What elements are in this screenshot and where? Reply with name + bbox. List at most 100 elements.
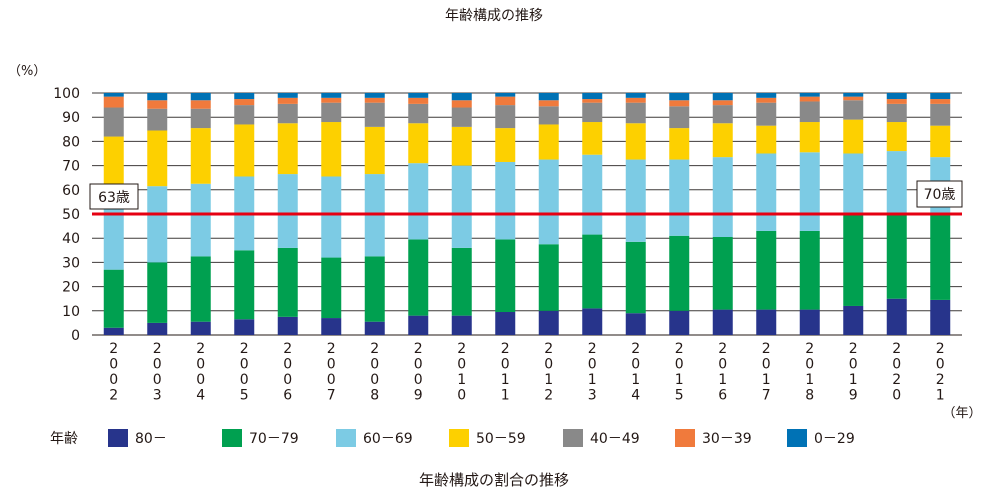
x-tick-label: 0 (153, 357, 162, 373)
bar-segment (495, 96, 516, 106)
x-tick-label: 0 (675, 357, 684, 373)
bar-segment (886, 93, 907, 100)
bar-segment (277, 316, 298, 335)
x-tick-label: 3 (588, 388, 597, 404)
bar-segment (538, 244, 559, 311)
y-tick-label: 40 (62, 231, 80, 247)
x-tick-label: 2 (675, 341, 684, 357)
y-tick-label: 80 (62, 134, 80, 150)
bar-segment (495, 161, 516, 240)
bar-segment (799, 309, 820, 335)
x-tick-label: 8 (805, 388, 814, 404)
bar-segment (321, 318, 342, 335)
bar-segment (712, 157, 733, 237)
x-tick-label: 0 (240, 372, 249, 388)
bar-segment (930, 93, 951, 100)
bar-segment (843, 96, 864, 101)
x-tick-label: 2 (892, 372, 901, 388)
x-tick-label: 0 (762, 357, 771, 373)
legend-swatch (336, 429, 356, 447)
x-tick-label: 7 (327, 388, 336, 404)
x-tick-label: 0 (892, 357, 901, 373)
x-tick-label: 9 (414, 388, 423, 404)
bar-segment (190, 128, 211, 184)
x-tick-label: 2 (153, 341, 162, 357)
bar-segment (930, 99, 951, 104)
bar-segment (190, 256, 211, 322)
x-tick-label: 1 (675, 372, 684, 388)
bar-segment (625, 97, 646, 103)
bar-segment (712, 236, 733, 310)
bar-segment (886, 122, 907, 152)
legend-swatch (563, 429, 583, 447)
bar-segment (538, 124, 559, 160)
bar-segment (103, 269, 124, 328)
bar-segment (321, 97, 342, 103)
bar-segment (321, 102, 342, 123)
bar-segment (495, 93, 516, 97)
x-tick-label: 7 (762, 388, 771, 404)
x-tick-label: 5 (240, 388, 249, 404)
x-tick-label: 0 (196, 372, 205, 388)
bar-segment (451, 107, 472, 127)
legend-label: 60－69 (363, 431, 413, 447)
bar-segment (234, 124, 255, 177)
bar-segment (625, 102, 646, 124)
x-tick-label: 3 (153, 388, 162, 404)
annotation-left: 63歳 (89, 183, 139, 210)
bar-segment (538, 310, 559, 335)
annotation-right-box (916, 180, 963, 208)
x-tick-label: 0 (283, 357, 292, 373)
x-tick-label: 0 (109, 357, 118, 373)
x-tick-label: 1 (544, 372, 553, 388)
x-tick-label: 2 (240, 341, 249, 357)
x-tick-label: 0 (588, 357, 597, 373)
bar-segment (843, 93, 864, 97)
bar-segment (799, 101, 820, 123)
x-tick-label: 1 (762, 372, 771, 388)
x-tick-label: 0 (196, 357, 205, 373)
bar-segment (799, 230, 820, 310)
bar-segment (669, 310, 690, 335)
legend-swatch (675, 429, 695, 447)
legend-swatch (222, 429, 242, 447)
bar-segment (625, 159, 646, 242)
bar-segment (930, 103, 951, 126)
bar-segment (408, 239, 429, 316)
legend-swatch (787, 429, 807, 447)
bar-segment (756, 97, 777, 103)
x-tick-label: 1 (588, 372, 597, 388)
bar-segment (669, 100, 690, 107)
bar-segment (756, 309, 777, 335)
bar-segment (277, 247, 298, 317)
y-tick-label: 90 (62, 110, 80, 126)
bar-segment (234, 93, 255, 100)
legend: 80－ 70－79 60－69 50－59 40－49 30－39 0－29 (108, 429, 855, 447)
y-tick-label: 30 (62, 255, 80, 271)
x-tick-label: 0 (936, 357, 945, 373)
bar-segment (147, 130, 168, 187)
bar-segment (538, 93, 559, 101)
bar-segment (408, 97, 429, 104)
bar-segment (277, 123, 298, 175)
bar-segment (451, 100, 472, 108)
bar-segment (712, 309, 733, 335)
bar-segment (147, 262, 168, 323)
bar-segment (103, 327, 124, 335)
legend-swatch (108, 429, 128, 447)
x-tick-label: 2 (762, 341, 771, 357)
x-tick-label: 0 (457, 357, 466, 373)
x-tick-label: 0 (414, 372, 423, 388)
bar-segment (277, 97, 298, 104)
x-tick-label: 6 (718, 388, 727, 404)
bar-segment (408, 103, 429, 124)
bar-segment (321, 122, 342, 177)
x-tick-label: 2 (544, 341, 553, 357)
x-tick-label: 0 (414, 357, 423, 373)
bar-segment (799, 152, 820, 231)
bar-segment (234, 250, 255, 320)
x-tick-label: 2 (588, 341, 597, 357)
y-tick-label: 50 (62, 207, 80, 223)
bar-segment (538, 100, 559, 107)
bar-segment (321, 257, 342, 319)
